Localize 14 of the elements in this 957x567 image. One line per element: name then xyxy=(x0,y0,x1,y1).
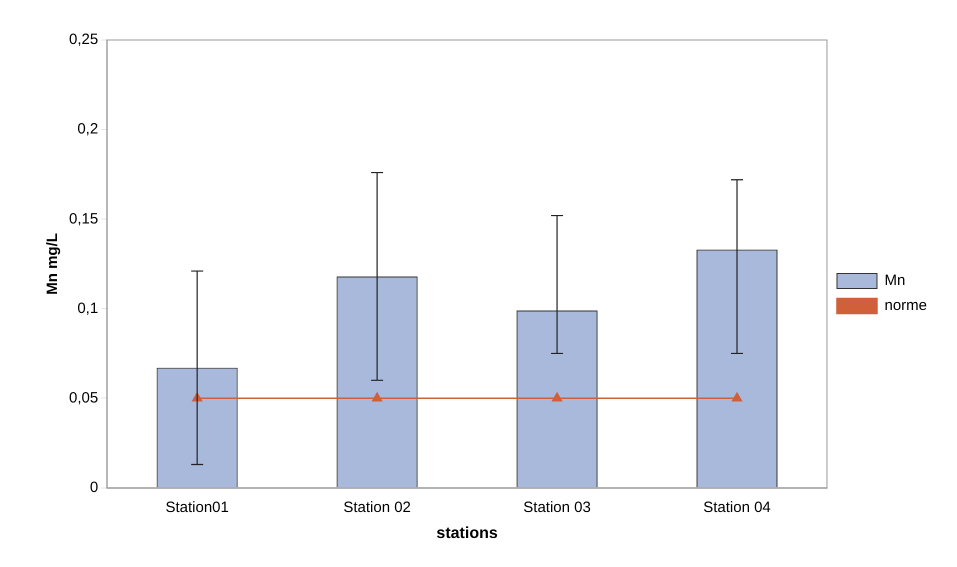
legend-label: Mn xyxy=(884,272,906,290)
y-tick-label: 0,15 xyxy=(68,210,98,228)
y-axis-title: Mn mg/L xyxy=(44,233,62,295)
x-tick-label: Station 02 xyxy=(343,498,411,516)
y-tick-label: 0,25 xyxy=(68,31,98,48)
x-axis-title: stations xyxy=(436,524,498,542)
x-tick-label: Station 04 xyxy=(703,498,771,516)
legend-label: norme xyxy=(884,297,928,314)
y-tick-label: 0,1 xyxy=(77,300,98,317)
y-tick-label: 0,2 xyxy=(77,120,98,138)
x-tick-label: Station01 xyxy=(165,498,229,516)
y-tick-label: 0,05 xyxy=(68,389,98,406)
x-tick-label: Station 03 xyxy=(523,498,591,516)
y-tick-label: 0 xyxy=(90,478,98,496)
